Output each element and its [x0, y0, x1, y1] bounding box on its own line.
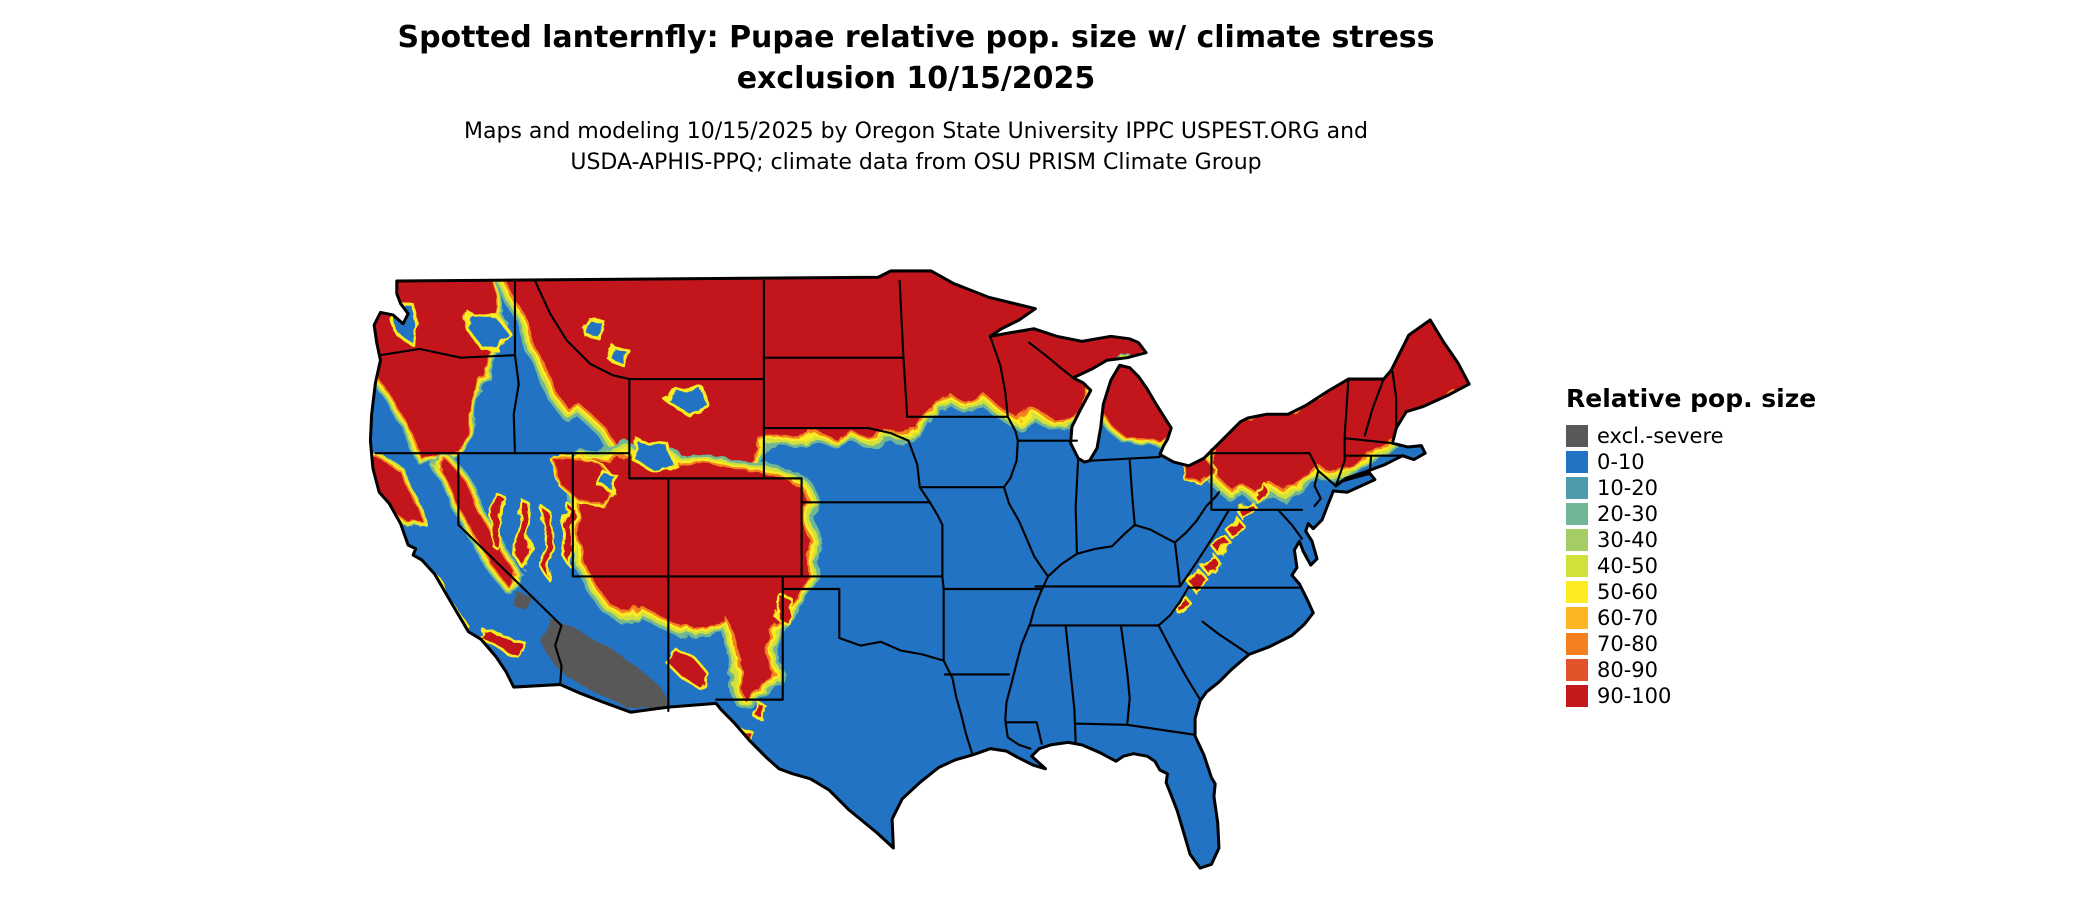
legend-label: 10-20 [1597, 476, 1659, 500]
legend-item: excl.-severe [1566, 423, 1816, 449]
high-pop-specks [478, 483, 1272, 748]
legend-item: 70-80 [1566, 631, 1816, 657]
legend-label: excl.-severe [1597, 424, 1724, 448]
us-map [300, 193, 1532, 897]
legend-item: 30-40 [1566, 527, 1816, 553]
map-raster [370, 270, 1470, 869]
legend-label: 70-80 [1597, 632, 1659, 656]
legend-swatch [1566, 581, 1588, 603]
legend-title: Relative pop. size [1566, 384, 1817, 413]
map-legend: Relative pop. size excl.-severe 0-10 10-20… [1566, 384, 1816, 709]
legend-swatch [1566, 529, 1588, 551]
legend-label: 60-70 [1597, 606, 1659, 630]
legend-swatch [1566, 477, 1588, 499]
page-title: Spotted lanternfly: Pupae relative pop. … [300, 18, 1532, 99]
legend-item: 20-30 [1566, 501, 1816, 527]
legend-item: 90-100 [1566, 683, 1816, 709]
legend-items: excl.-severe 0-10 10-20 20-30 30-40 40-50 50-6… [1566, 423, 1816, 709]
legend-label: 20-30 [1597, 502, 1659, 526]
legend-item: 80-90 [1566, 657, 1816, 683]
state-borders [374, 279, 1404, 757]
legend-swatch [1566, 555, 1588, 577]
legend-swatch [1566, 503, 1588, 525]
legend-label: 80-90 [1597, 658, 1659, 682]
subtitle-line-1: Maps and modeling 10/15/2025 by Oregon S… [464, 119, 1368, 144]
map-header: Spotted lanternfly: Pupae relative pop. … [300, 18, 1532, 179]
legend-label: 90-100 [1597, 684, 1672, 708]
legend-item: 50-60 [1566, 579, 1816, 605]
legend-label: 30-40 [1597, 528, 1659, 552]
title-line-2: exclusion 10/15/2025 [736, 60, 1096, 96]
legend-swatch [1566, 633, 1588, 655]
legend-swatch [1566, 451, 1588, 473]
legend-swatch [1566, 685, 1588, 707]
legend-item: 0-10 [1566, 449, 1816, 475]
legend-swatch [1566, 425, 1588, 447]
legend-item: 60-70 [1566, 605, 1816, 631]
us-map-svg [368, 269, 1471, 870]
page-subtitle: Maps and modeling 10/15/2025 by Oregon S… [300, 117, 1532, 179]
legend-label: 40-50 [1597, 554, 1659, 578]
legend-label: 50-60 [1597, 580, 1659, 604]
legend-item: 40-50 [1566, 553, 1816, 579]
legend-swatch [1566, 607, 1588, 629]
excluded-severe-region-southwest-desert [509, 590, 670, 714]
subtitle-line-2: USDA-APHIS-PPQ; climate data from OSU PR… [570, 149, 1262, 175]
legend-item: 10-20 [1566, 475, 1816, 501]
title-line-1: Spotted lanternfly: Pupae relative pop. … [397, 20, 1435, 55]
legend-swatch [1566, 659, 1588, 681]
legend-label: 0-10 [1597, 450, 1645, 474]
